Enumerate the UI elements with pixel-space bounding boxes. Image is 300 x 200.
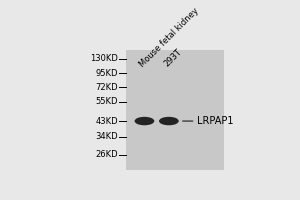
Text: 95KD: 95KD bbox=[96, 69, 118, 78]
Text: 34KD: 34KD bbox=[96, 132, 118, 141]
Text: 293T: 293T bbox=[163, 48, 184, 69]
Bar bbox=[126, 50, 224, 170]
Text: LRPAP1: LRPAP1 bbox=[197, 116, 233, 126]
Text: 130KD: 130KD bbox=[90, 54, 118, 63]
Text: 26KD: 26KD bbox=[96, 150, 118, 159]
Text: 72KD: 72KD bbox=[96, 83, 118, 92]
Text: 55KD: 55KD bbox=[96, 97, 118, 106]
Ellipse shape bbox=[159, 117, 179, 125]
Text: 43KD: 43KD bbox=[96, 117, 118, 126]
Text: Mouse fetal kidney: Mouse fetal kidney bbox=[138, 6, 201, 69]
Ellipse shape bbox=[135, 117, 154, 125]
